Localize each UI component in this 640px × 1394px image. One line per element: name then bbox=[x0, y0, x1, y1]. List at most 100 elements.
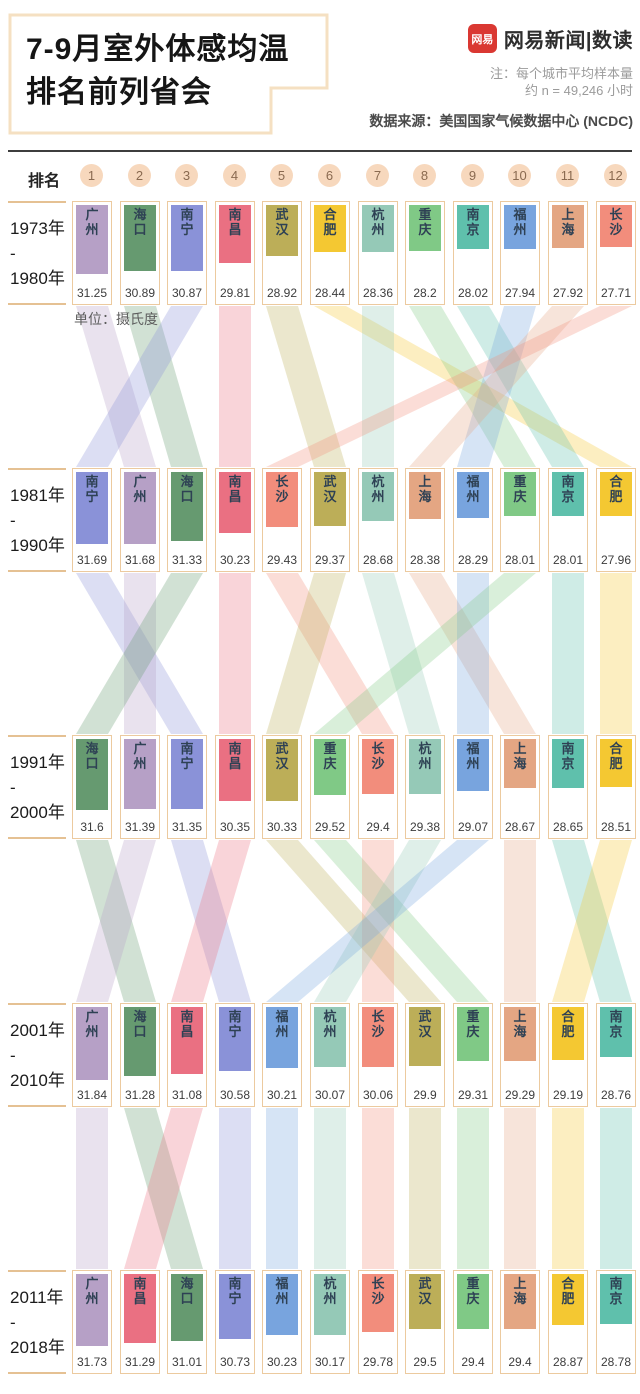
city-name-char: 广 bbox=[85, 1276, 99, 1291]
ribbon bbox=[457, 1108, 489, 1269]
temperature-value: 29.07 bbox=[457, 820, 489, 834]
city-cell: 长沙 30.06 bbox=[358, 1003, 398, 1107]
city-name-char: 宁 bbox=[228, 1291, 242, 1306]
city-name-char: 口 bbox=[85, 756, 99, 771]
city-cell: 合肥 28.87 bbox=[548, 1270, 588, 1374]
city-name-char: 杭 bbox=[418, 741, 432, 756]
ribbon bbox=[457, 306, 584, 467]
temperature-value: 30.17 bbox=[314, 1355, 346, 1369]
city-name-char: 沙 bbox=[371, 1024, 385, 1039]
city-name-char: 州 bbox=[133, 756, 147, 771]
temperature-value: 31.25 bbox=[76, 286, 108, 300]
temperature-value: 27.71 bbox=[600, 286, 632, 300]
city-name-char: 福 bbox=[466, 741, 480, 756]
temperature-value: 30.33 bbox=[266, 820, 298, 834]
ribbon bbox=[266, 573, 394, 734]
city-cell: 合肥 28.51 bbox=[596, 735, 636, 839]
city-name-char: 州 bbox=[275, 1024, 289, 1039]
city-bar: 海口 bbox=[171, 1274, 203, 1341]
city-bar: 重庆 bbox=[314, 739, 346, 795]
city-bar: 杭州 bbox=[409, 739, 441, 794]
city-name-char: 昌 bbox=[180, 1024, 194, 1039]
ribbon bbox=[362, 306, 394, 467]
unit-label: 单位：摄氏度 bbox=[74, 311, 158, 327]
rank-badge: 12 bbox=[604, 164, 627, 187]
rank-badge: 7 bbox=[366, 164, 389, 187]
city-cell: 广州 31.84 bbox=[72, 1003, 112, 1107]
city-bar: 南昌 bbox=[124, 1274, 156, 1343]
temperature-value: 30.23 bbox=[266, 1355, 298, 1369]
city-bar: 南宁 bbox=[171, 739, 203, 809]
city-name-char: 南 bbox=[228, 1009, 242, 1024]
city-cell: 杭州 30.17 bbox=[310, 1270, 350, 1374]
city-cell: 上海 27.92 bbox=[548, 201, 588, 305]
rank-badge: 5 bbox=[270, 164, 293, 187]
period-label-line: 1980年 bbox=[10, 269, 65, 288]
ribbon bbox=[314, 573, 536, 734]
title-line-2: 排名前列省会 bbox=[26, 76, 212, 109]
city-bar: 上海 bbox=[504, 1007, 536, 1061]
city-name-char: 广 bbox=[133, 474, 147, 489]
city-name-char: 汉 bbox=[275, 222, 289, 237]
temperature-value: 27.96 bbox=[600, 553, 632, 567]
city-name-char: 上 bbox=[513, 1276, 527, 1291]
city-cell: 南京 28.65 bbox=[548, 735, 588, 839]
temperature-value: 27.92 bbox=[552, 286, 584, 300]
city-cell: 南京 28.02 bbox=[453, 201, 493, 305]
city-bar: 南昌 bbox=[219, 739, 251, 801]
temperature-value: 29.37 bbox=[314, 553, 346, 567]
temperature-value: 30.07 bbox=[314, 1088, 346, 1102]
ribbon bbox=[552, 573, 584, 734]
city-name-char: 杭 bbox=[371, 474, 385, 489]
ribbon bbox=[314, 1108, 346, 1269]
title-line-1: 7-9月室外体感均温 bbox=[26, 33, 290, 66]
period-label: 1981年 - 1990年 bbox=[8, 468, 66, 572]
ribbon bbox=[76, 306, 156, 467]
city-bar: 海口 bbox=[124, 205, 156, 271]
temperature-value: 28.02 bbox=[457, 286, 489, 300]
header-right: 网易 网易新闻|数读 注：每个城市平均样本量 约 n = 49,246 小时 数… bbox=[369, 24, 633, 131]
city-cell: 南昌 30.35 bbox=[215, 735, 255, 839]
ribbon bbox=[266, 306, 346, 467]
city-name-char: 海 bbox=[561, 222, 575, 237]
city-bar: 海口 bbox=[76, 739, 108, 810]
temperature-value: 30.06 bbox=[362, 1088, 394, 1102]
city-bar: 南宁 bbox=[171, 205, 203, 271]
city-bar: 南昌 bbox=[219, 205, 251, 263]
ribbon bbox=[504, 1108, 536, 1269]
temperature-value: 28.51 bbox=[600, 820, 632, 834]
rank-badge: 4 bbox=[223, 164, 246, 187]
city-name-char: 州 bbox=[85, 1291, 99, 1306]
temperature-value: 30.58 bbox=[219, 1088, 251, 1102]
city-cell: 重庆 29.31 bbox=[453, 1003, 493, 1107]
period-label-line: 1990年 bbox=[10, 536, 65, 555]
sample-note: 注：每个城市平均样本量 约 n = 49,246 小时 bbox=[369, 65, 633, 99]
city-name-char: 汉 bbox=[418, 1024, 432, 1039]
city-name-char: 肥 bbox=[561, 1291, 575, 1306]
sample-note-line-1: 注：每个城市平均样本量 bbox=[489, 66, 633, 81]
city-bar: 合肥 bbox=[314, 205, 346, 252]
ribbon bbox=[362, 573, 441, 734]
city-cell: 南宁 30.87 bbox=[167, 201, 207, 305]
city-bar: 广州 bbox=[76, 205, 108, 274]
temperature-value: 31.84 bbox=[76, 1088, 108, 1102]
city-name-char: 庆 bbox=[466, 1024, 480, 1039]
temperature-value: 29.52 bbox=[314, 820, 346, 834]
temperature-value: 28.78 bbox=[600, 1355, 632, 1369]
city-bar: 南昌 bbox=[171, 1007, 203, 1074]
city-name-char: 广 bbox=[85, 207, 99, 222]
temperature-value: 30.87 bbox=[171, 286, 203, 300]
city-name-char: 长 bbox=[371, 1009, 385, 1024]
city-name-char: 口 bbox=[180, 489, 194, 504]
city-cell: 武汉 29.9 bbox=[405, 1003, 445, 1107]
city-name-char: 合 bbox=[561, 1009, 575, 1024]
city-bar: 福州 bbox=[266, 1274, 298, 1335]
city-bar: 福州 bbox=[504, 205, 536, 249]
city-cell: 南宁 30.73 bbox=[215, 1270, 255, 1374]
ribbon bbox=[171, 840, 251, 1002]
ribbon bbox=[409, 306, 536, 467]
period-label-line: 2001年 bbox=[10, 1021, 65, 1040]
temperature-value: 28.68 bbox=[362, 553, 394, 567]
city-name-char: 南 bbox=[609, 1009, 623, 1024]
